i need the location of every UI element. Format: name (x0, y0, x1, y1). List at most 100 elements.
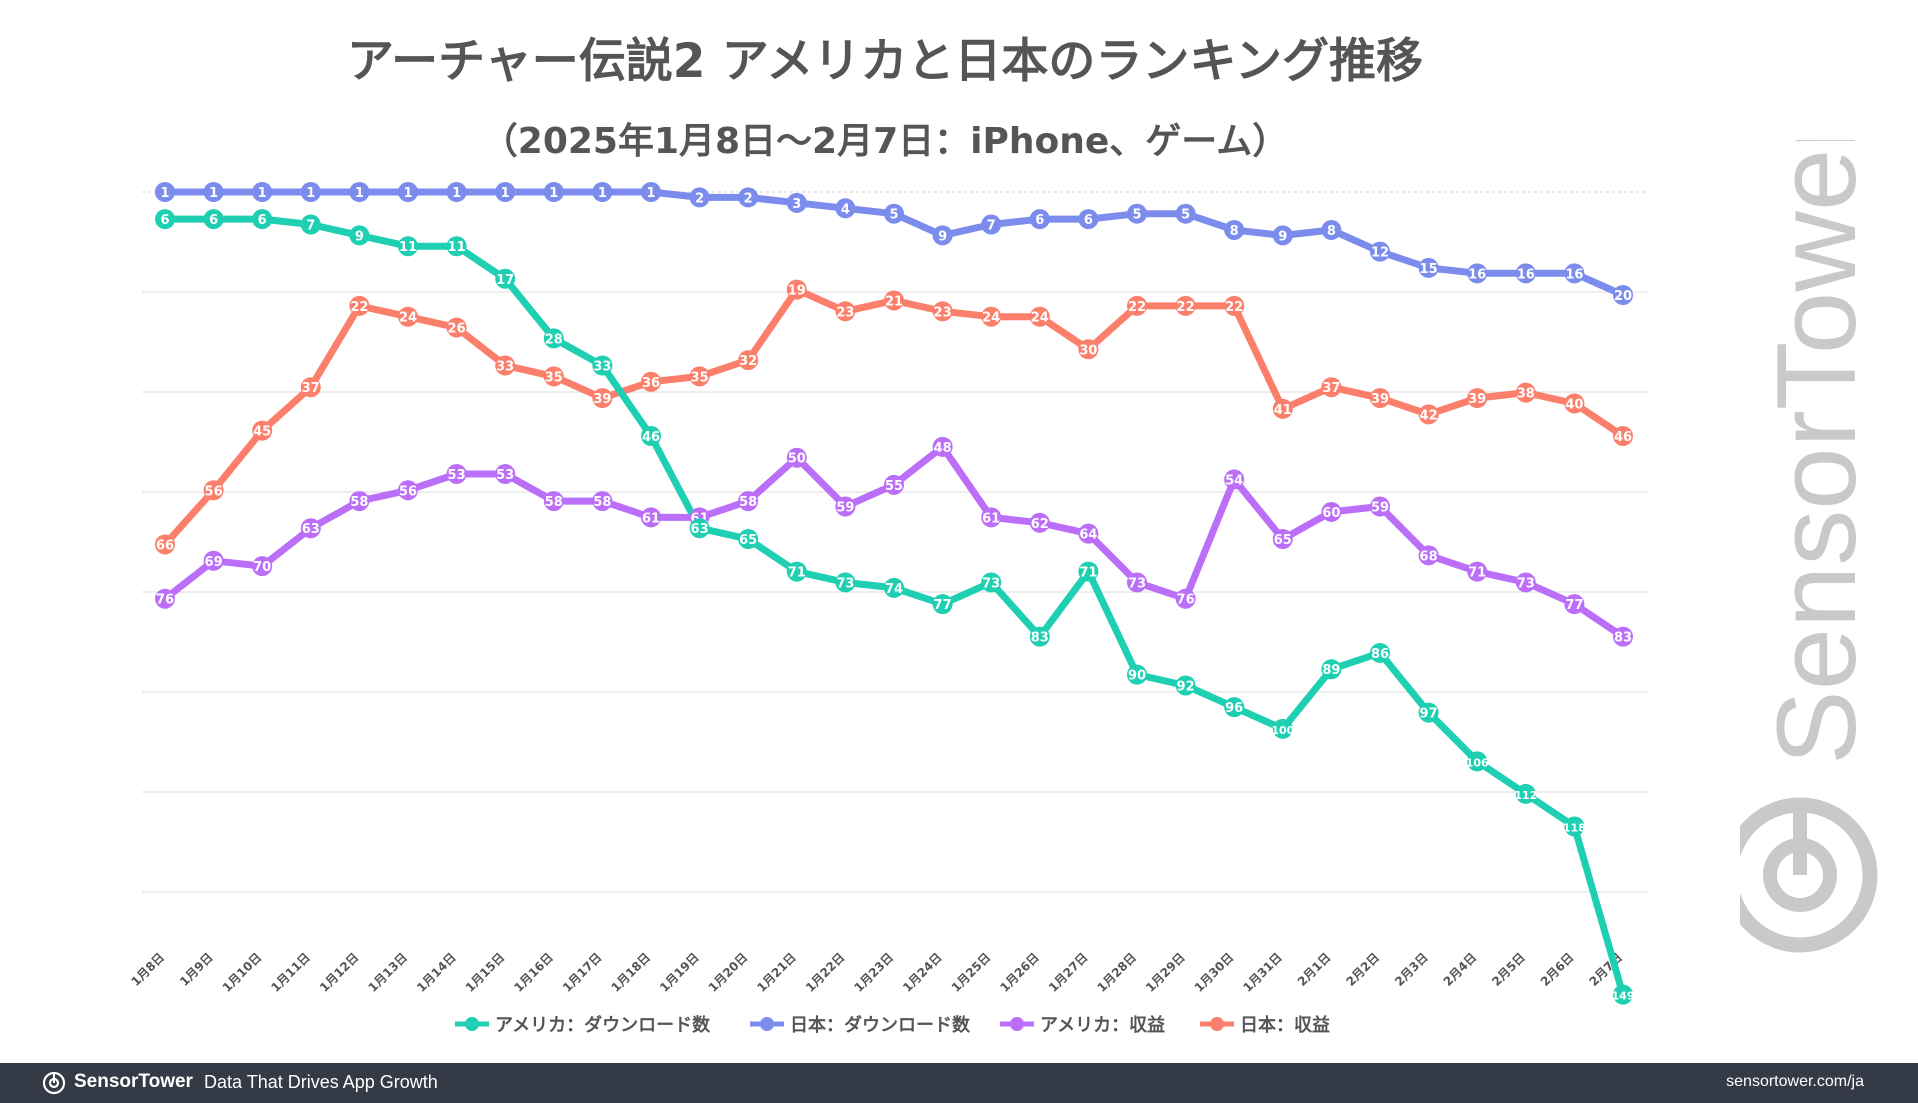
data-point[interactable] (1224, 469, 1245, 490)
data-point[interactable] (1321, 659, 1342, 680)
data-point[interactable] (495, 355, 516, 376)
data-point[interactable] (1564, 816, 1585, 837)
data-point[interactable] (349, 225, 370, 246)
data-point[interactable] (300, 214, 321, 235)
data-point[interactable] (786, 447, 807, 468)
data-point[interactable] (155, 588, 175, 609)
data-point[interactable] (981, 572, 1002, 593)
data-point[interactable] (641, 426, 661, 447)
data-point[interactable] (543, 366, 564, 387)
data-point[interactable] (641, 507, 661, 528)
data-point[interactable] (1029, 209, 1050, 230)
data-point[interactable] (1321, 219, 1342, 240)
data-point[interactable] (932, 594, 953, 615)
data-point[interactable] (738, 187, 759, 208)
data-point[interactable] (884, 474, 904, 495)
data-point[interactable] (1127, 203, 1147, 224)
data-point[interactable] (1370, 496, 1390, 517)
data-point[interactable] (981, 214, 1002, 235)
data-point[interactable] (252, 556, 273, 577)
data-point[interactable] (592, 491, 613, 512)
data-point[interactable] (1272, 718, 1293, 739)
data-point[interactable] (398, 182, 418, 202)
data-point[interactable] (300, 518, 321, 539)
data-point[interactable] (786, 561, 807, 582)
data-point[interactable] (738, 491, 759, 512)
data-point[interactable] (738, 529, 759, 550)
data-point[interactable] (835, 198, 856, 219)
data-point[interactable] (592, 388, 613, 409)
data-point[interactable] (349, 295, 370, 316)
data-point[interactable] (446, 236, 467, 257)
data-point[interactable] (1467, 388, 1488, 409)
data-point[interactable] (1272, 225, 1293, 246)
data-point[interactable] (592, 182, 613, 202)
data-point[interactable] (932, 436, 953, 457)
legend-item-1[interactable]: 日本：ダウンロード数 (750, 1014, 971, 1036)
data-point[interactable] (1613, 285, 1633, 306)
data-point[interactable] (1613, 626, 1633, 647)
data-point[interactable] (1418, 404, 1439, 425)
data-point[interactable] (1467, 263, 1488, 284)
data-point[interactable] (203, 480, 224, 501)
data-point[interactable] (300, 182, 321, 202)
data-point[interactable] (1515, 572, 1536, 593)
data-point[interactable] (543, 328, 564, 349)
data-point[interactable] (884, 203, 904, 224)
data-point[interactable] (1515, 263, 1536, 284)
data-point[interactable] (252, 182, 273, 202)
data-point[interactable] (1418, 257, 1439, 278)
data-point[interactable] (1078, 209, 1099, 230)
data-point[interactable] (495, 268, 516, 289)
data-point[interactable] (932, 301, 953, 322)
data-point[interactable] (1515, 382, 1536, 403)
data-point[interactable] (1370, 241, 1390, 262)
data-point[interactable] (446, 463, 467, 484)
data-point[interactable] (446, 317, 467, 338)
data-point[interactable] (349, 182, 370, 202)
data-point[interactable] (1224, 697, 1245, 718)
data-point[interactable] (349, 491, 370, 512)
data-point[interactable] (1418, 545, 1439, 566)
data-point[interactable] (1321, 501, 1342, 522)
data-point[interactable] (1272, 529, 1293, 550)
data-point[interactable] (884, 290, 904, 311)
data-point[interactable] (543, 491, 564, 512)
data-point[interactable] (1613, 426, 1633, 447)
data-point[interactable] (495, 463, 516, 484)
data-point[interactable] (252, 209, 273, 230)
data-point[interactable] (1078, 561, 1099, 582)
data-point[interactable] (1272, 398, 1293, 419)
data-point[interactable] (641, 182, 661, 202)
data-point[interactable] (398, 236, 418, 257)
data-point[interactable] (1321, 377, 1342, 398)
data-point[interactable] (446, 182, 467, 202)
data-point[interactable] (689, 187, 710, 208)
data-point[interactable] (689, 366, 710, 387)
footer-url[interactable]: sensortower.com/ja (1726, 1073, 1864, 1090)
data-point[interactable] (252, 420, 273, 441)
data-point[interactable] (1564, 263, 1585, 284)
data-point[interactable] (641, 371, 661, 392)
data-point[interactable] (1029, 512, 1050, 533)
legend-item-3[interactable]: 日本：収益 (1200, 1014, 1330, 1036)
data-point[interactable] (155, 209, 175, 230)
data-point[interactable] (592, 355, 613, 376)
data-point[interactable] (1029, 626, 1050, 647)
data-point[interactable] (1175, 295, 1196, 316)
data-point[interactable] (1175, 203, 1196, 224)
data-point[interactable] (203, 550, 224, 571)
data-point[interactable] (1029, 306, 1050, 327)
data-point[interactable] (1467, 751, 1488, 772)
data-point[interactable] (1224, 295, 1245, 316)
data-point[interactable] (835, 301, 856, 322)
data-point[interactable] (1175, 675, 1196, 696)
data-point[interactable] (1515, 783, 1536, 804)
legend-item-0[interactable]: アメリカ：ダウンロード数 (455, 1014, 711, 1036)
data-point[interactable] (1370, 642, 1390, 663)
data-point[interactable] (398, 480, 418, 501)
data-point[interactable] (155, 534, 175, 555)
legend-item-2[interactable]: アメリカ：収益 (1000, 1014, 1165, 1036)
data-point[interactable] (495, 182, 516, 202)
data-point[interactable] (1564, 393, 1585, 414)
